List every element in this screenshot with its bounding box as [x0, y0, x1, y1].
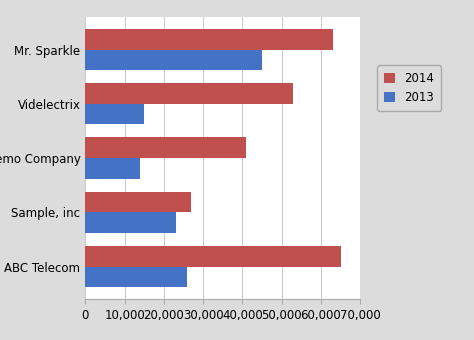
Bar — [85, 212, 176, 233]
Bar — [85, 192, 191, 212]
Bar — [85, 104, 144, 124]
Bar — [85, 246, 341, 267]
Bar — [85, 29, 333, 50]
Legend: 2014, 2013: 2014, 2013 — [377, 65, 441, 111]
Bar — [85, 50, 262, 70]
Bar — [85, 137, 246, 158]
Bar — [85, 158, 140, 179]
Bar — [85, 267, 187, 287]
Bar — [85, 83, 293, 104]
